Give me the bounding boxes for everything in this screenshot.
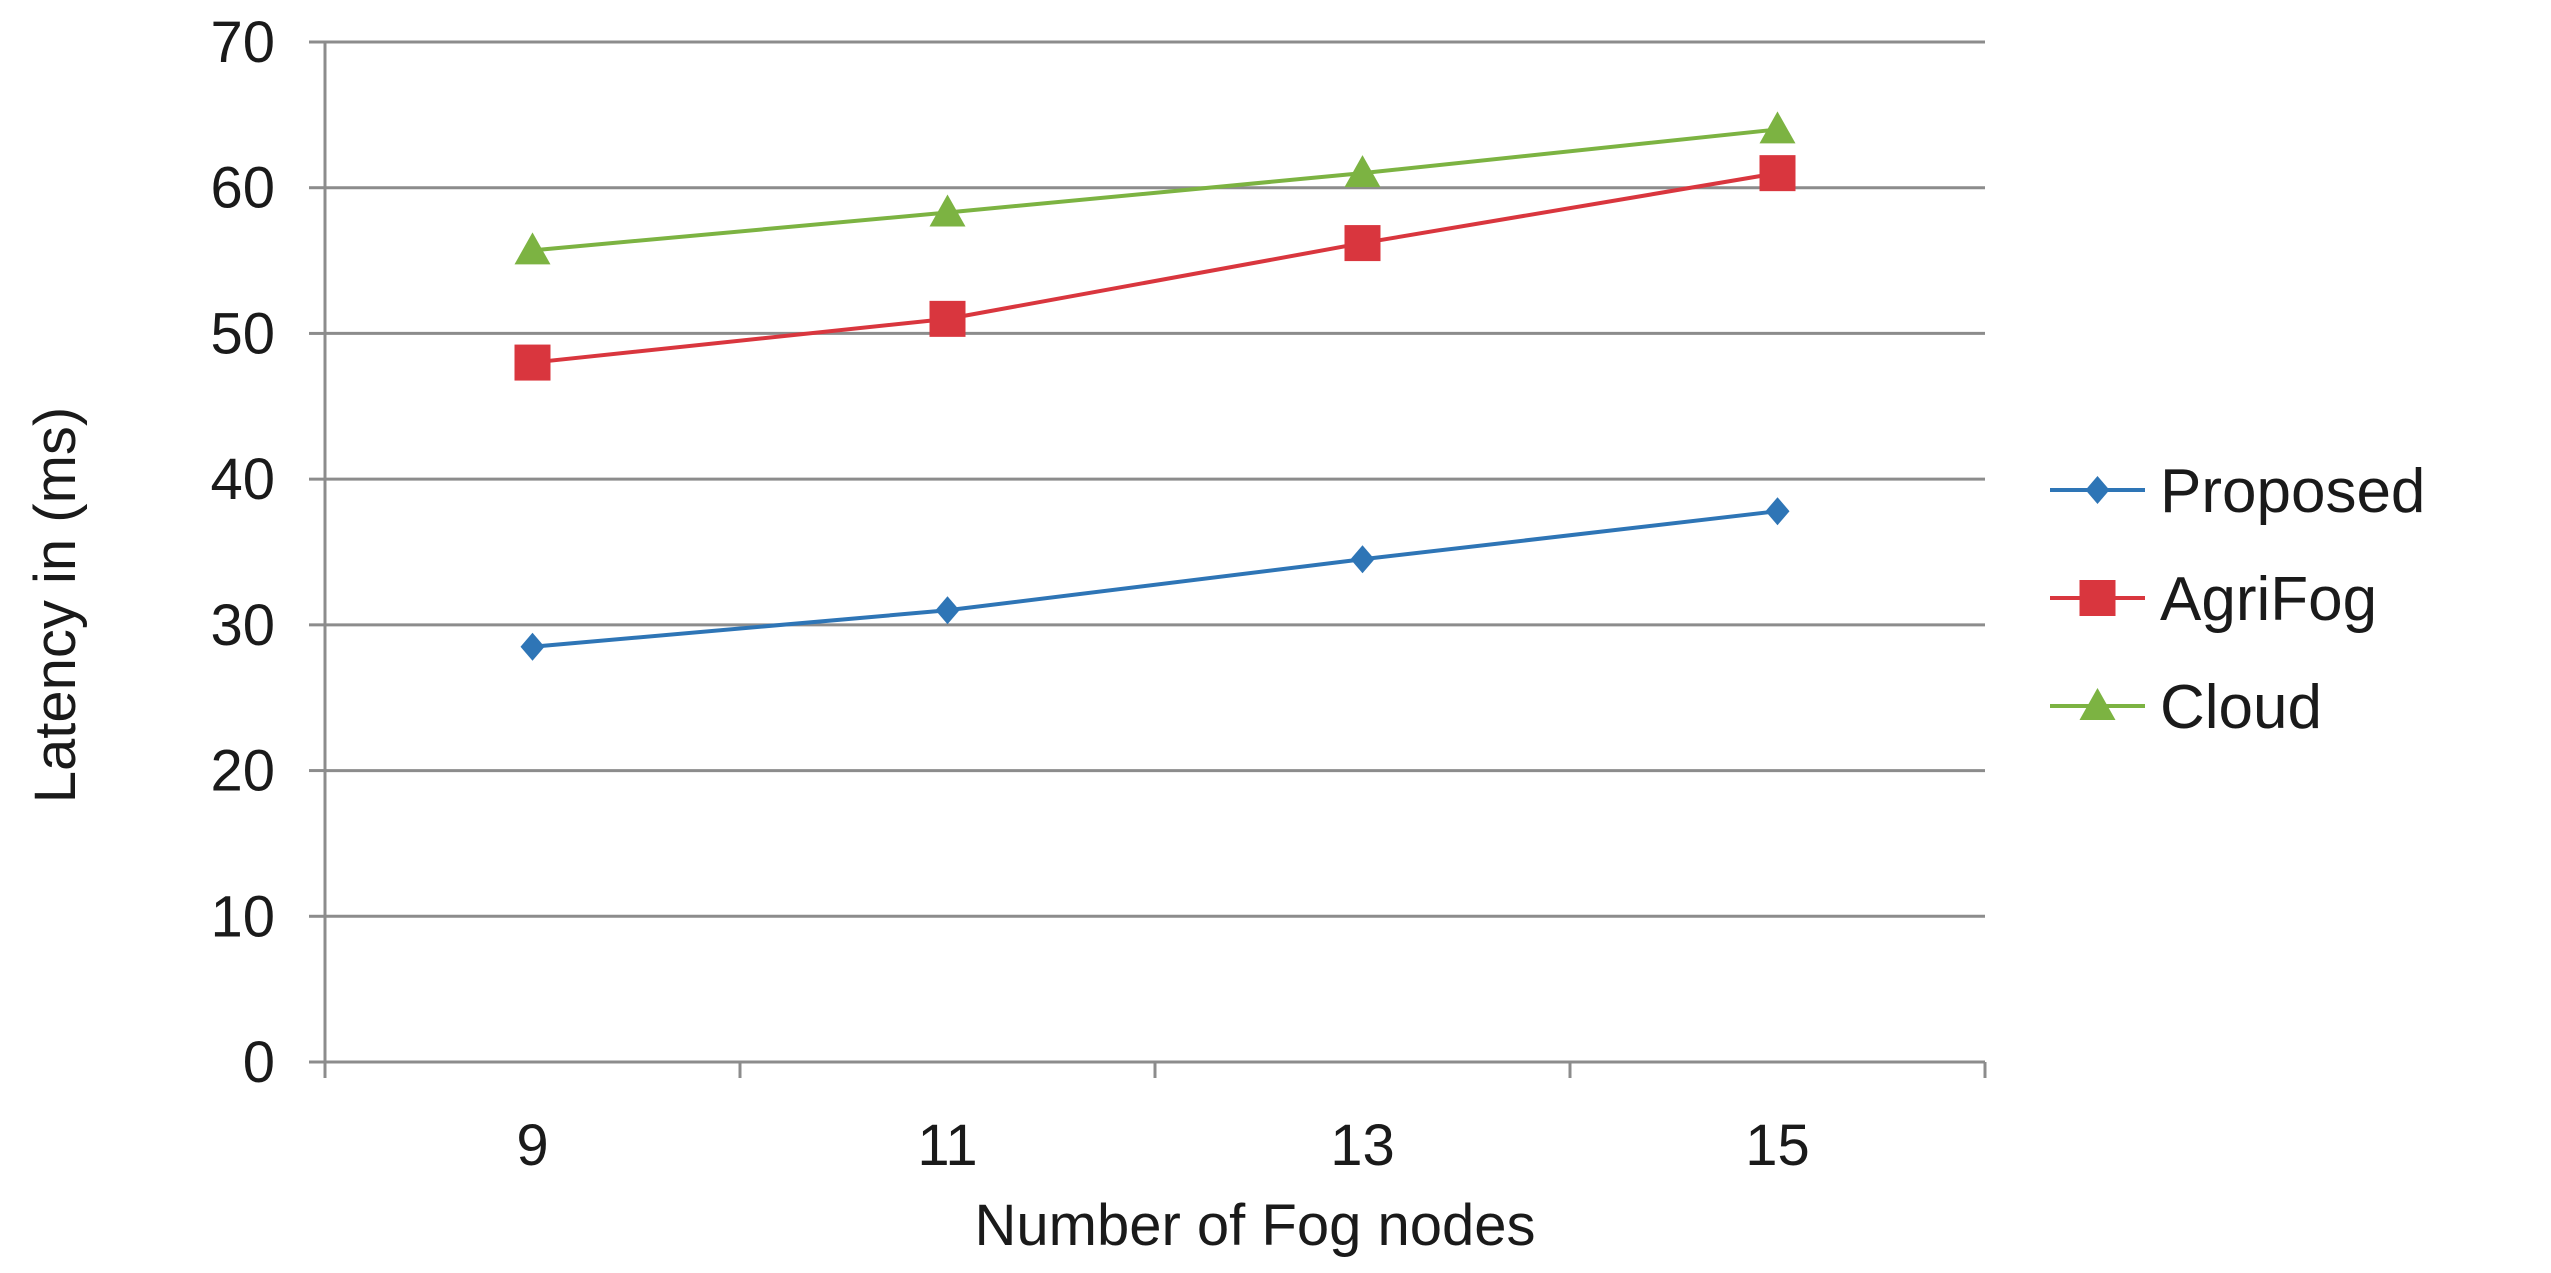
data-point-agrifog — [1344, 225, 1381, 262]
series-line-agrifog — [532, 171, 1778, 365]
series-markers — [514, 111, 1796, 661]
legend-label-agrifog: AgriFog — [2160, 565, 2377, 634]
series-line-cloud — [532, 127, 1778, 253]
y-tick-label: 70 — [210, 10, 275, 75]
data-point-agrifog — [929, 300, 966, 337]
x-tick-labels: 9 11 13 15 — [516, 1113, 1809, 1178]
y-tick-label: 40 — [210, 447, 275, 512]
x-tick-label: 9 — [516, 1113, 548, 1178]
axes — [309, 40, 1987, 1078]
y-tick-label: 20 — [210, 739, 275, 804]
x-axis-title: Number of Fog nodes — [975, 1193, 1536, 1258]
y-tick-labels: 0 10 20 30 40 50 60 70 — [210, 10, 275, 1095]
data-point-agrifog — [514, 344, 551, 381]
y-tick-label: 50 — [210, 301, 275, 366]
y-axis-title: Latency in (ms) — [23, 407, 88, 803]
legend: Proposed AgriFog Cloud — [2050, 457, 2425, 742]
series-lines — [532, 127, 1778, 649]
legend-label-cloud: Cloud — [2160, 673, 2322, 742]
legend-marker-proposed — [2085, 476, 2110, 504]
data-point-proposed — [1765, 497, 1790, 526]
y-tick-label: 10 — [210, 884, 275, 949]
data-point-cloud — [1344, 155, 1381, 188]
y-tick-label: 30 — [210, 593, 275, 658]
y-tick-label: 60 — [210, 156, 275, 221]
legend-label-proposed: Proposed — [2160, 457, 2425, 526]
x-tick-label: 15 — [1745, 1113, 1810, 1178]
y-tick-label: 0 — [243, 1030, 275, 1095]
data-point-cloud — [514, 232, 551, 265]
series-line-proposed — [532, 509, 1778, 649]
data-point-cloud — [929, 194, 966, 227]
gridlines — [325, 40, 1985, 918]
x-tick-label: 13 — [1330, 1113, 1395, 1178]
data-point-proposed — [520, 632, 545, 661]
data-point-agrifog — [1759, 155, 1796, 192]
data-point-proposed — [935, 596, 960, 625]
x-tick-label: 11 — [917, 1113, 977, 1178]
data-point-proposed — [1350, 545, 1375, 574]
legend-marker-cloud — [2079, 688, 2116, 720]
data-point-cloud — [1759, 111, 1796, 144]
legend-marker-agrifog — [2079, 580, 2116, 616]
